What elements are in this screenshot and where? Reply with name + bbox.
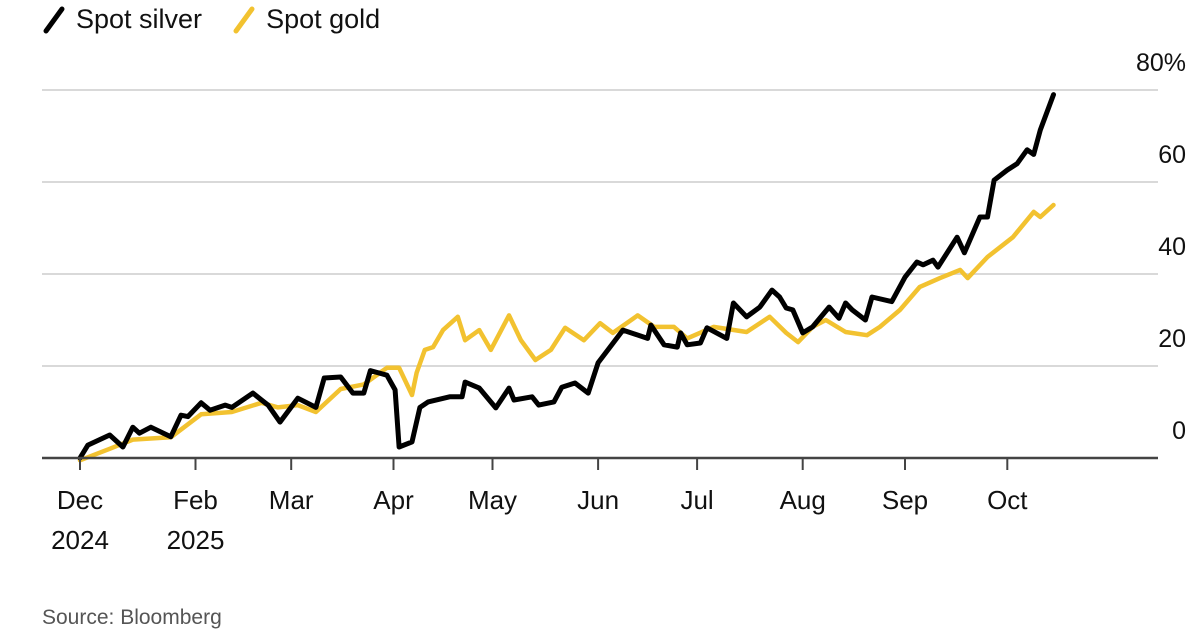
y-tick-label: 60 (1158, 141, 1186, 169)
y-tick-label: 80% (1136, 49, 1186, 77)
x-tick-label: Oct (987, 485, 1028, 515)
x-tick-label: May (468, 485, 517, 515)
y-tick-label: 40 (1158, 233, 1186, 261)
x-tick-label: Jun (577, 485, 619, 515)
x-tick-label: Feb (173, 485, 218, 515)
silver-swatch-icon (43, 6, 65, 33)
source-note: Source: Bloomberg (42, 606, 222, 629)
x-tick-label: Aug (780, 485, 826, 515)
legend-label-silver: Spot silver (76, 4, 203, 34)
legend-item-gold: Spot gold (230, 4, 380, 35)
x-tick-label: Apr (373, 485, 414, 515)
x-tick-label: Dec (57, 485, 103, 515)
y-tick-label: 0 (1172, 417, 1186, 445)
x-tick-sublabel: 2024 (51, 525, 109, 555)
x-tick-label: Mar (269, 485, 314, 515)
legend: Spot silver Spot gold (40, 4, 408, 35)
x-tick-label: Jul (680, 485, 713, 515)
legend-label-gold: Spot gold (266, 4, 381, 34)
legend-item-silver: Spot silver (40, 4, 202, 35)
gold-swatch-icon (233, 6, 255, 33)
series-line-spot-silver (77, 92, 1056, 461)
y-tick-label: 20 (1158, 325, 1186, 353)
x-tick-sublabel: 2025 (167, 525, 225, 555)
x-tick-label: Sep (882, 485, 928, 515)
series-line-spot-gold (77, 202, 1056, 463)
